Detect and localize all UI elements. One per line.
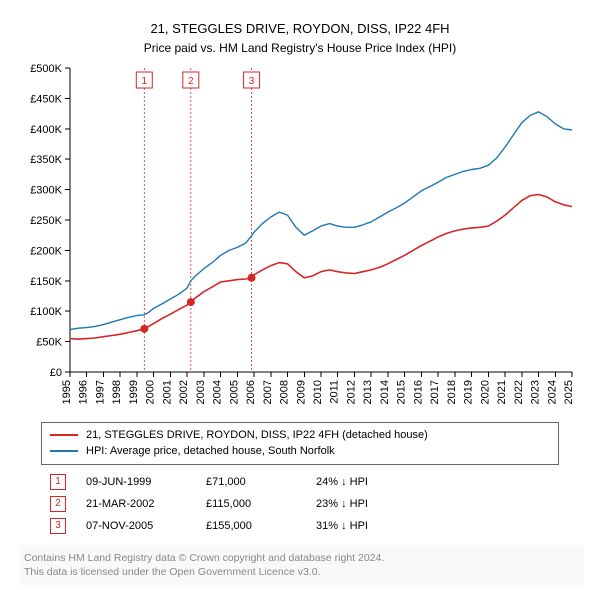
svg-text:2019: 2019 xyxy=(463,380,475,404)
legend-item: HPI: Average price, detached house, Sout… xyxy=(50,443,550,460)
svg-text:£350K: £350K xyxy=(30,154,62,166)
svg-text:£200K: £200K xyxy=(30,245,62,257)
svg-text:2007: 2007 xyxy=(262,380,274,404)
svg-text:2022: 2022 xyxy=(513,380,525,404)
svg-text:2016: 2016 xyxy=(412,380,424,404)
chart-title-line2: Price paid vs. HM Land Registry's House … xyxy=(20,40,580,56)
chart-title-line1: 21, STEGGLES DRIVE, ROYDON, DISS, IP22 4… xyxy=(20,20,580,38)
event-marker-icon: 3 xyxy=(50,518,66,534)
svg-text:2000: 2000 xyxy=(145,380,157,404)
footer-line: Contains HM Land Registry data © Crown c… xyxy=(24,551,580,565)
event-date: 21-MAR-2002 xyxy=(86,498,186,510)
event-price: £71,000 xyxy=(206,476,296,488)
svg-text:1995: 1995 xyxy=(61,380,73,404)
event-row: 2 21-MAR-2002 £115,000 23% ↓ HPI xyxy=(50,493,550,515)
event-price: £155,000 xyxy=(206,520,296,532)
event-date: 07-NOV-2005 xyxy=(86,520,186,532)
event-pct: 24% ↓ HPI xyxy=(316,476,416,488)
svg-text:2013: 2013 xyxy=(362,380,374,404)
event-pct: 23% ↓ HPI xyxy=(316,498,416,510)
svg-text:2017: 2017 xyxy=(429,380,441,404)
event-row: 3 07-NOV-2005 £155,000 31% ↓ HPI xyxy=(50,515,550,537)
svg-text:1996: 1996 xyxy=(78,380,90,404)
event-pct: 31% ↓ HPI xyxy=(316,520,416,532)
svg-text:2004: 2004 xyxy=(212,380,224,404)
svg-text:£50K: £50K xyxy=(36,336,62,348)
svg-text:1999: 1999 xyxy=(128,380,140,404)
event-table: 1 09-JUN-1999 £71,000 24% ↓ HPI 2 21-MAR… xyxy=(50,471,550,537)
legend-swatch xyxy=(50,450,78,452)
footer-attribution: Contains HM Land Registry data © Crown c… xyxy=(20,545,584,585)
svg-text:2002: 2002 xyxy=(178,380,190,404)
event-price: £115,000 xyxy=(206,498,296,510)
svg-text:2020: 2020 xyxy=(479,380,491,404)
svg-text:£300K: £300K xyxy=(30,184,62,196)
svg-text:£450K: £450K xyxy=(30,93,62,105)
svg-text:1: 1 xyxy=(142,76,148,87)
svg-text:1998: 1998 xyxy=(111,380,123,404)
svg-text:2021: 2021 xyxy=(496,380,508,404)
svg-text:2006: 2006 xyxy=(245,380,257,404)
event-marker-icon: 2 xyxy=(50,496,66,512)
svg-text:2: 2 xyxy=(188,76,194,87)
svg-text:2011: 2011 xyxy=(329,380,341,404)
legend-label: HPI: Average price, detached house, Sout… xyxy=(86,443,335,460)
legend-swatch xyxy=(50,434,78,436)
svg-text:2001: 2001 xyxy=(161,380,173,404)
svg-text:1997: 1997 xyxy=(94,380,106,404)
chart-plot: £0 £50K £100K £150K £200K £250K £300K £350K £400… xyxy=(22,64,578,414)
event-date: 09-JUN-1999 xyxy=(86,476,186,488)
svg-text:2008: 2008 xyxy=(279,380,291,404)
svg-text:£150K: £150K xyxy=(30,276,62,288)
svg-text:3: 3 xyxy=(249,76,255,87)
footer-line: This data is licensed under the Open Gov… xyxy=(24,565,580,579)
legend-label: 21, STEGGLES DRIVE, ROYDON, DISS, IP22 4… xyxy=(86,427,428,444)
svg-text:£0: £0 xyxy=(50,367,62,379)
svg-text:2014: 2014 xyxy=(379,380,391,404)
svg-text:£250K: £250K xyxy=(30,215,62,227)
svg-text:2009: 2009 xyxy=(295,380,307,404)
legend: 21, STEGGLES DRIVE, ROYDON, DISS, IP22 4… xyxy=(41,422,559,465)
svg-text:2012: 2012 xyxy=(345,380,357,404)
svg-text:2005: 2005 xyxy=(228,380,240,404)
svg-text:2024: 2024 xyxy=(546,380,558,404)
svg-text:2010: 2010 xyxy=(312,380,324,404)
svg-text:£100K: £100K xyxy=(30,306,62,318)
svg-text:2023: 2023 xyxy=(530,380,542,404)
svg-text:£400K: £400K xyxy=(30,124,62,136)
chart-svg: £0 £50K £100K £150K £200K £250K £300K £350K £400… xyxy=(22,64,578,414)
svg-text:2018: 2018 xyxy=(446,380,458,404)
legend-item: 21, STEGGLES DRIVE, ROYDON, DISS, IP22 4… xyxy=(50,427,550,444)
event-marker-icon: 1 xyxy=(50,474,66,490)
event-row: 1 09-JUN-1999 £71,000 24% ↓ HPI xyxy=(50,471,550,493)
svg-text:2015: 2015 xyxy=(396,380,408,404)
svg-text:2003: 2003 xyxy=(195,380,207,404)
svg-text:£500K: £500K xyxy=(30,64,62,75)
svg-text:2025: 2025 xyxy=(563,380,575,404)
chart-frame: 21, STEGGLES DRIVE, ROYDON, DISS, IP22 4… xyxy=(0,0,600,590)
